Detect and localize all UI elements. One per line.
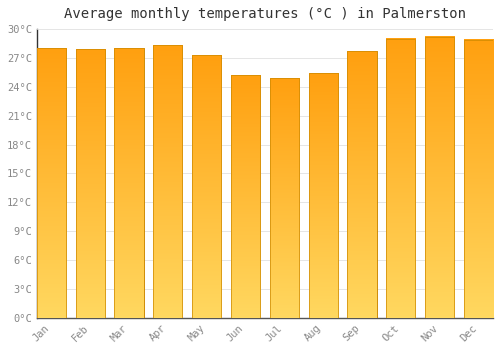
Bar bbox=[154, 46, 182, 318]
Bar bbox=[231, 75, 260, 318]
Bar bbox=[386, 39, 416, 318]
Bar bbox=[154, 46, 182, 318]
Bar bbox=[270, 78, 299, 318]
Bar bbox=[425, 37, 454, 318]
Bar bbox=[270, 78, 299, 318]
Bar bbox=[37, 48, 66, 318]
Bar bbox=[76, 49, 105, 318]
Bar bbox=[308, 74, 338, 318]
Bar bbox=[192, 55, 221, 318]
Bar bbox=[192, 55, 221, 318]
Bar bbox=[464, 40, 493, 318]
Bar bbox=[386, 39, 416, 318]
Bar bbox=[114, 48, 144, 318]
Bar bbox=[464, 40, 493, 318]
Bar bbox=[37, 48, 66, 318]
Bar bbox=[231, 75, 260, 318]
Title: Average monthly temperatures (°C ) in Palmerston: Average monthly temperatures (°C ) in Pa… bbox=[64, 7, 466, 21]
Bar bbox=[308, 74, 338, 318]
Bar bbox=[425, 37, 454, 318]
Bar bbox=[114, 48, 144, 318]
Bar bbox=[76, 49, 105, 318]
Bar bbox=[348, 51, 376, 318]
Bar bbox=[348, 51, 376, 318]
